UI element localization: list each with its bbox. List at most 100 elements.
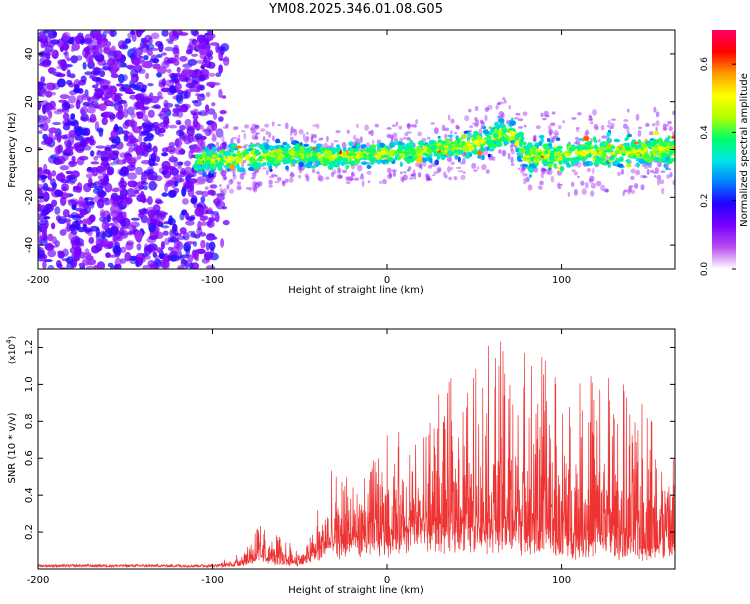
signal-halo-cell	[230, 138, 234, 146]
signal-halo-cell	[326, 135, 329, 142]
signal-cell	[389, 142, 395, 149]
signal-halo-cell	[252, 186, 258, 193]
signal-cell	[277, 153, 282, 157]
signal-halo-cell	[408, 124, 414, 128]
signal-halo-cell	[580, 180, 585, 186]
noise-cell	[190, 30, 199, 36]
signal-halo-cell	[265, 138, 270, 143]
signal-halo-cell	[547, 125, 552, 130]
signal-halo-cell	[584, 131, 588, 137]
signal-cell	[613, 139, 621, 143]
signal-cell	[223, 155, 227, 161]
signal-cell	[320, 147, 326, 151]
signal-halo-cell	[447, 166, 451, 173]
signal-cell	[415, 157, 423, 164]
noise-cell	[198, 74, 206, 82]
noise-cell	[47, 233, 54, 242]
signal-cell	[484, 137, 489, 141]
noise-cell	[38, 199, 45, 203]
spectrogram-noise-cells	[38, 30, 230, 269]
signal-halo-cell	[650, 169, 655, 173]
noise-cell	[176, 110, 184, 118]
signal-halo-cell	[331, 171, 335, 178]
noise-cell	[157, 91, 163, 99]
signal-cell	[275, 145, 279, 150]
signal-halo-cell	[577, 112, 582, 116]
signal-cell	[498, 129, 502, 133]
signal-halo-cell	[656, 174, 662, 180]
noise-cell	[169, 254, 180, 261]
noise-cell	[161, 147, 169, 153]
noise-cell	[80, 75, 87, 83]
signal-halo-cell	[485, 169, 490, 174]
noise-cell	[191, 53, 199, 57]
signal-cell	[477, 150, 483, 156]
signal-halo-cell	[501, 149, 507, 157]
signal-cell	[471, 136, 475, 142]
noise-cell	[192, 241, 198, 247]
noise-cell	[215, 200, 226, 210]
signal-halo-cell	[543, 110, 549, 118]
signal-cell	[336, 144, 340, 149]
signal-cell	[232, 153, 237, 157]
signal-cell	[422, 152, 428, 156]
noise-cell	[145, 72, 150, 80]
signal-cell	[660, 157, 665, 163]
signal-cell	[482, 129, 489, 134]
spectrogram-x-tick-label: 0	[384, 275, 390, 286]
signal-halo-cell	[199, 148, 203, 153]
signal-halo-cell	[409, 177, 414, 180]
noise-cell	[185, 220, 195, 226]
signal-cell	[239, 153, 244, 158]
signal-halo-cell	[551, 111, 556, 115]
signal-cell	[505, 139, 509, 143]
noise-cell	[99, 70, 106, 78]
signal-halo-cell	[445, 174, 448, 179]
noise-cell	[177, 162, 182, 170]
signal-halo-cell	[672, 179, 675, 186]
signal-cell	[443, 144, 449, 148]
signal-cell	[563, 160, 570, 165]
signal-halo-cell	[390, 134, 394, 139]
snr-multiplier-base: (x10	[8, 344, 18, 365]
noise-cell	[186, 44, 194, 53]
signal-cell	[307, 148, 313, 152]
signal-halo-cell	[444, 133, 448, 140]
spectrogram-x-ticks: -200 -100 0 100	[27, 30, 571, 286]
signal-halo-cell	[540, 112, 544, 118]
signal-halo-cell	[297, 165, 301, 171]
noise-cell	[208, 241, 216, 251]
signal-halo-cell	[341, 142, 347, 149]
noise-cell	[94, 88, 104, 93]
signal-halo-cell	[406, 136, 411, 141]
noise-cell	[88, 177, 93, 185]
noise-cell	[51, 170, 57, 177]
noise-cell	[103, 174, 110, 185]
noise-cell	[143, 55, 149, 61]
signal-halo-cell	[456, 166, 462, 169]
noise-cell	[202, 63, 210, 68]
noise-cell	[127, 172, 138, 180]
signal-halo-cell	[460, 174, 466, 181]
colorbar-tick-label: 0.4	[700, 125, 710, 140]
noise-cell	[95, 239, 104, 246]
noise-cell	[49, 178, 56, 186]
noise-cell	[79, 39, 86, 44]
signal-halo-cell	[664, 124, 670, 127]
signal-halo-cell	[271, 135, 275, 142]
signal-halo-cell	[346, 129, 350, 134]
signal-halo-cell	[523, 177, 527, 185]
noise-cell	[52, 71, 63, 77]
noise-cell	[92, 188, 100, 194]
noise-cell	[165, 38, 175, 42]
signal-cell	[398, 142, 404, 146]
noise-cell	[138, 131, 147, 137]
signal-cell	[650, 154, 654, 159]
signal-cell	[663, 142, 671, 146]
signal-halo-cell	[450, 118, 455, 124]
signal-cell	[588, 152, 592, 158]
signal-halo-cell	[417, 131, 423, 137]
signal-cell	[532, 150, 536, 156]
signal-halo-cell	[508, 105, 512, 110]
signal-halo-cell	[660, 170, 666, 173]
